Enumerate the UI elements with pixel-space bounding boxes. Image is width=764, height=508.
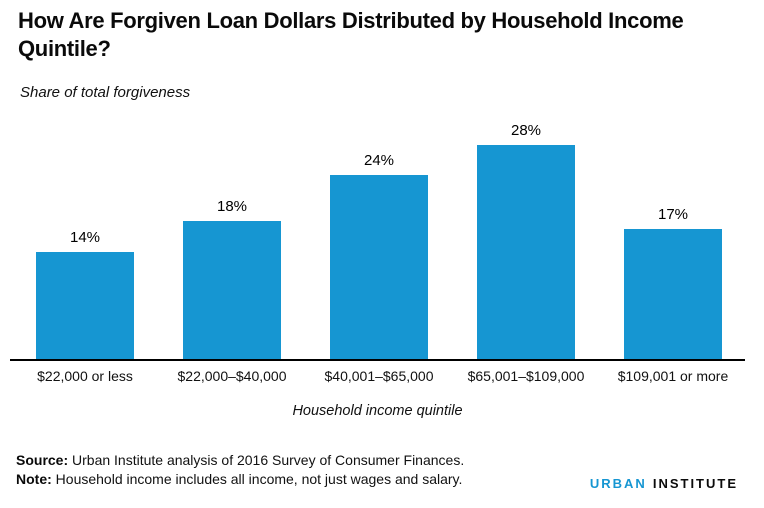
x-axis-label: $22,000 or less <box>37 368 133 384</box>
x-axis-label: $40,001–$65,000 <box>324 368 434 384</box>
bar-value-label: 17% <box>657 206 689 223</box>
bar-2 <box>183 221 281 359</box>
bar-value-label: 24% <box>363 152 395 169</box>
bar-1 <box>36 252 134 359</box>
x-axis-label: $109,001 or more <box>617 368 729 384</box>
logo-institute: INSTITUTE <box>652 476 738 491</box>
footer-notes: Source: Urban Institute analysis of 2016… <box>16 451 464 489</box>
urban-institute-logo: URBAN INSTITUTE <box>590 476 738 491</box>
plot-area: 14% 18% 24% 28% 17% <box>10 122 745 359</box>
x-axis-label: $65,001–$109,000 <box>467 368 585 384</box>
note-text: Household income includes all income, no… <box>55 471 463 487</box>
bar-4 <box>477 145 575 359</box>
bar-3 <box>330 175 428 359</box>
x-axis-label: $22,000–$40,000 <box>177 368 287 384</box>
bar-value-label: 28% <box>510 122 542 139</box>
bar-value-label: 14% <box>69 229 101 246</box>
bar-value-label: 18% <box>216 198 248 215</box>
source-label: Source: <box>16 452 69 468</box>
logo-urban: URBAN <box>589 476 647 491</box>
source-text: Urban Institute analysis of 2016 Survey … <box>72 452 465 468</box>
note-line: Note: Household income includes all inco… <box>16 470 464 489</box>
source-line: Source: Urban Institute analysis of 2016… <box>16 451 464 470</box>
chart-title: How Are Forgiven Loan Dollars Distribute… <box>18 8 684 61</box>
x-axis-title: Household income quintile <box>292 403 463 419</box>
bar-5 <box>624 229 722 359</box>
chart-subtitle: Share of total forgiveness <box>20 84 191 101</box>
note-label: Note: <box>16 471 52 487</box>
x-axis-line <box>10 359 745 361</box>
